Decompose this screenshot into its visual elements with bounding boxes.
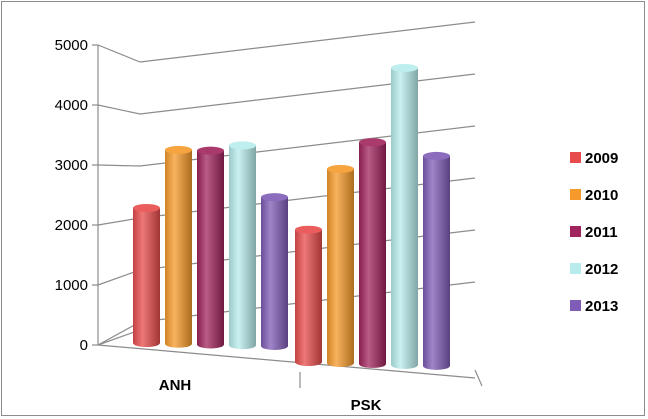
bar bbox=[165, 145, 192, 348]
y-axis: 0 1000 2000 3000 4000 5000 bbox=[55, 37, 98, 354]
bar bbox=[359, 138, 386, 368]
bar bbox=[391, 63, 418, 369]
gridline-side bbox=[97, 44, 141, 63]
bar-top bbox=[165, 145, 192, 154]
bar-body bbox=[165, 149, 192, 348]
legend-swatch bbox=[570, 226, 581, 237]
legend-item: 2013 bbox=[570, 298, 618, 315]
bar-body bbox=[295, 229, 322, 366]
bar-body bbox=[197, 150, 224, 349]
floor-right-edge bbox=[474, 369, 483, 387]
bar bbox=[423, 151, 450, 370]
bar-top bbox=[391, 63, 418, 72]
bar-body bbox=[261, 197, 288, 350]
bar-top bbox=[423, 151, 450, 160]
bar-top bbox=[327, 164, 354, 173]
y-tick-label: 4000 bbox=[55, 97, 88, 114]
bar-top bbox=[295, 225, 322, 234]
x-axis: ANH PSK bbox=[159, 377, 382, 414]
legend-label: 2012 bbox=[585, 261, 618, 278]
x-category-label: ANH bbox=[159, 377, 192, 394]
bar bbox=[327, 164, 354, 367]
bar bbox=[261, 193, 288, 350]
bar-body bbox=[327, 168, 354, 367]
legend-item: 2009 bbox=[570, 150, 618, 167]
gridline-side bbox=[97, 104, 141, 115]
bar-body bbox=[391, 67, 418, 369]
bar-top bbox=[133, 204, 160, 212]
legend-label: 2010 bbox=[585, 187, 618, 204]
bar-top bbox=[229, 141, 256, 150]
y-tick-label: 2000 bbox=[55, 217, 88, 234]
legend: 2009 2010 2011 2012 2013 bbox=[570, 150, 618, 315]
legend-label: 2011 bbox=[585, 224, 618, 241]
legend-label: 2013 bbox=[585, 298, 618, 315]
gridline bbox=[139, 21, 476, 63]
bar-body bbox=[423, 155, 450, 370]
legend-item: 2011 bbox=[570, 224, 618, 241]
legend-item: 2010 bbox=[570, 187, 618, 204]
bar-body bbox=[229, 145, 256, 350]
y-tick-label: 0 bbox=[80, 337, 88, 354]
legend-swatch bbox=[570, 152, 581, 163]
y-tick-label: 5000 bbox=[55, 37, 88, 54]
bar bbox=[133, 204, 160, 347]
x-category-label: PSK bbox=[351, 397, 382, 414]
floor-front-edge bbox=[97, 344, 476, 379]
legend-item: 2012 bbox=[570, 261, 618, 278]
legend-swatch bbox=[570, 189, 581, 200]
bar bbox=[295, 225, 322, 366]
bars bbox=[133, 63, 450, 370]
gridline bbox=[139, 73, 476, 115]
bar-top bbox=[359, 138, 386, 147]
legend-swatch bbox=[570, 300, 581, 311]
gridline-side bbox=[97, 164, 141, 167]
bar bbox=[229, 141, 256, 350]
legend-swatch bbox=[570, 263, 581, 274]
y-tick-label: 3000 bbox=[55, 157, 88, 174]
y-tick-label: 1000 bbox=[55, 277, 88, 294]
bar-top bbox=[197, 146, 224, 155]
gridline bbox=[139, 177, 476, 219]
bar-body bbox=[133, 208, 160, 347]
bar-body bbox=[359, 142, 386, 368]
gridline bbox=[139, 125, 476, 167]
bar bbox=[197, 146, 224, 349]
bar-top bbox=[261, 193, 288, 202]
legend-label: 2009 bbox=[585, 150, 618, 167]
